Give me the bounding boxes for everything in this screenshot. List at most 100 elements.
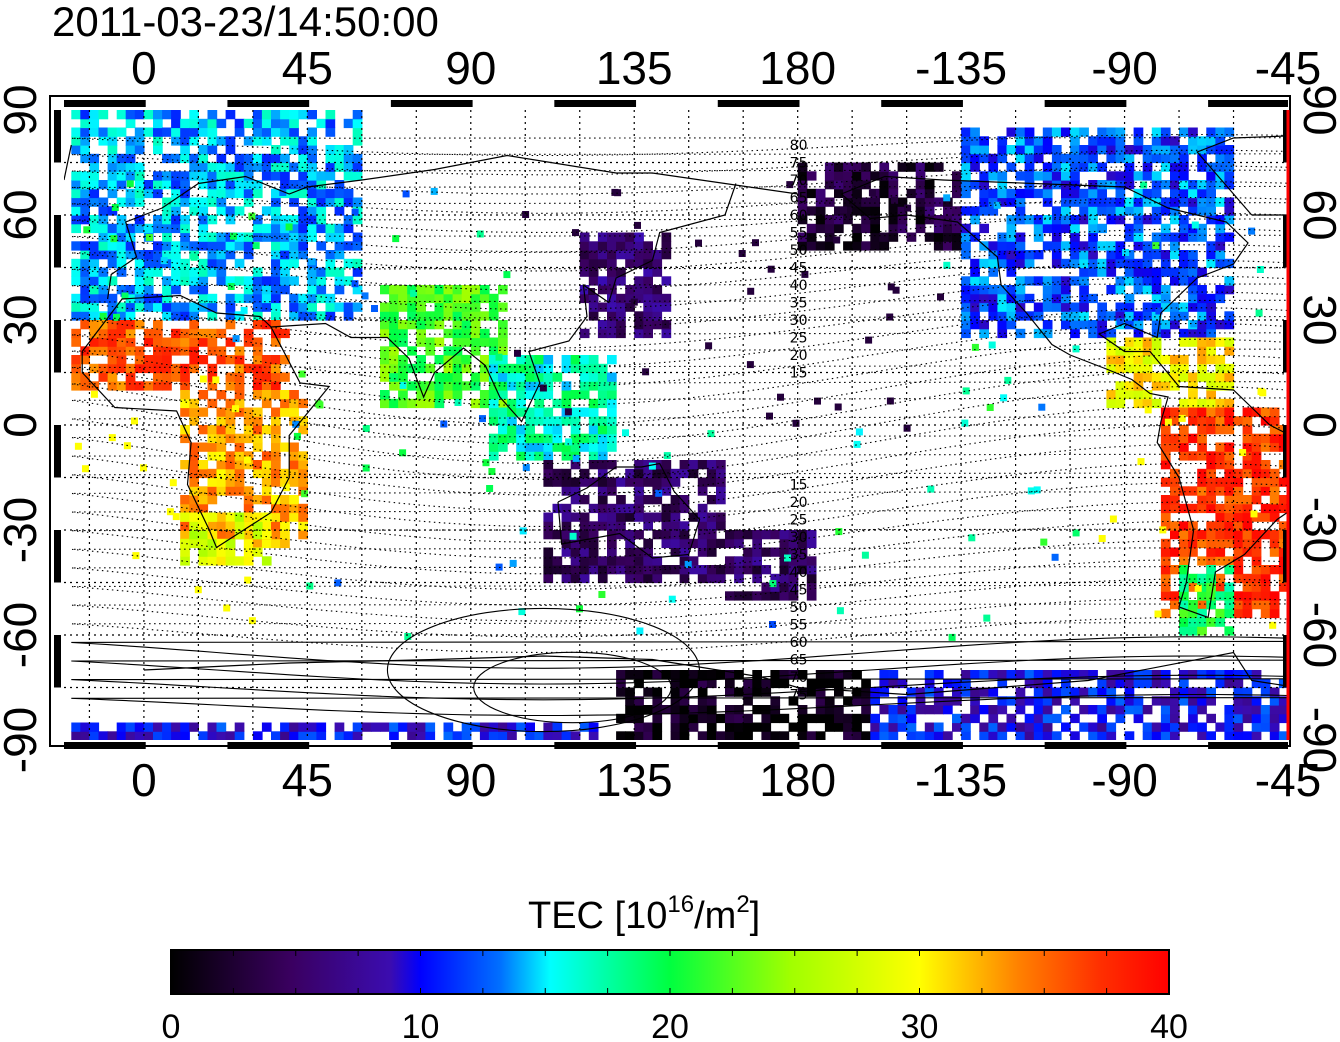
- tec-pixel: [1278, 705, 1288, 715]
- tec-pixel: [498, 416, 508, 426]
- tec-pixel: [706, 460, 717, 470]
- tec-pixel: [734, 556, 744, 566]
- tec-pixel: [588, 288, 596, 295]
- tec-pixel: [906, 705, 917, 715]
- tec-pixel: [797, 215, 808, 225]
- tec-pixel: [607, 276, 617, 286]
- tec-pixel: [416, 398, 426, 409]
- frame-bar-bottom: [64, 742, 146, 749]
- tec-pixel: [970, 696, 980, 706]
- tec-pixel: [316, 171, 327, 181]
- tec-pixel: [425, 337, 436, 347]
- tec-pixel: [1151, 153, 1162, 164]
- tec-pixel: [89, 250, 100, 260]
- tec-pixel: [643, 556, 653, 566]
- tec-pixel: [1133, 696, 1144, 706]
- tec-pixel: [398, 355, 408, 365]
- tec-pixel: [389, 355, 399, 365]
- tec-pixel: [107, 258, 118, 269]
- tec-pixel: [107, 145, 118, 155]
- tec-pixel: [1072, 345, 1080, 353]
- tec-pixel: [1224, 591, 1235, 601]
- tec-pixel: [970, 302, 980, 312]
- tec-pixel: [216, 346, 227, 356]
- tec-pixel: [1206, 293, 1216, 304]
- tec-pixel: [961, 171, 971, 181]
- tec-pixel: [153, 145, 163, 155]
- tec-pixel: [452, 346, 463, 356]
- tec-pixel: [1188, 127, 1198, 137]
- tec-pixel: [243, 363, 254, 374]
- tec-pixel: [1206, 337, 1216, 347]
- tec-pixel: [280, 477, 290, 487]
- tec-pixel: [1151, 293, 1162, 304]
- tec-pixel: [561, 565, 572, 575]
- tec-pixel: [652, 302, 663, 312]
- tec-pixel: [461, 320, 472, 330]
- tec-pixel: [252, 433, 263, 444]
- tec-pixel: [1051, 696, 1062, 706]
- tec-pixel: [107, 171, 118, 181]
- tec-pixel: [752, 556, 762, 566]
- tec-pixel: [970, 136, 980, 146]
- tec-pixel: [897, 705, 908, 715]
- tec-pixel: [132, 552, 140, 560]
- tec-pixel: [116, 258, 127, 269]
- tec-pixel: [1206, 416, 1216, 426]
- tec-pixel: [343, 258, 354, 269]
- tec-pixel: [307, 180, 317, 190]
- tec-pixel: [543, 407, 554, 417]
- tec-pixel: [1197, 626, 1207, 636]
- tec-pixel: [225, 337, 236, 347]
- tec-pixel: [1106, 180, 1117, 190]
- tec-pixel: [1206, 250, 1216, 260]
- tec-pixel: [280, 180, 290, 190]
- tec-pixel: [1151, 731, 1162, 740]
- tec-pixel: [625, 512, 635, 522]
- tec-pixel: [343, 162, 354, 172]
- tec-pixel: [616, 670, 626, 680]
- tec-pixel: [153, 722, 163, 732]
- tec-pixel: [430, 187, 438, 195]
- tec-pixel: [561, 416, 572, 426]
- tec-pixel: [564, 408, 572, 416]
- tec-pixel: [198, 258, 209, 269]
- tec-pixel: [307, 232, 317, 242]
- tec-pixel: [261, 722, 272, 732]
- tec-pixel: [1142, 722, 1153, 732]
- tec-pixel: [261, 530, 272, 540]
- tec-pixel: [688, 565, 699, 575]
- tec-pixel: [1144, 406, 1152, 414]
- tec-pixel: [1224, 565, 1235, 575]
- tec-pixel: [1215, 337, 1226, 347]
- tec-pixel: [1122, 249, 1130, 256]
- tec-pixel: [1242, 538, 1253, 549]
- tec-pixel: [679, 530, 690, 540]
- tec-pixel: [1224, 713, 1235, 724]
- tec-pixel: [243, 456, 251, 464]
- tec-pixel: [1133, 390, 1144, 400]
- tec-pixel: [770, 573, 781, 584]
- tec-pixel: [498, 355, 508, 365]
- tec-pixel: [225, 547, 236, 557]
- tec-pixel: [189, 722, 199, 732]
- tec-pixel: [207, 486, 218, 496]
- tec-pixel: [522, 211, 530, 218]
- tec-pixel: [252, 468, 263, 479]
- tec-pixel: [280, 153, 290, 164]
- tec-pixel: [670, 670, 681, 680]
- tec-pixel: [887, 283, 895, 291]
- tec-pixel: [1251, 696, 1262, 706]
- tec-pixel: [1160, 722, 1171, 732]
- frame-bar-left: [54, 215, 61, 268]
- tec-pixel: [670, 503, 681, 514]
- tec-pixel: [308, 258, 316, 266]
- tec-pixel: [997, 258, 1008, 269]
- tec-pixel: [579, 372, 590, 382]
- tec-pixel: [861, 705, 871, 715]
- tec-pixel: [298, 110, 308, 120]
- tec-pixel: [607, 390, 617, 400]
- tec-pixel: [225, 302, 236, 312]
- tec-pixel: [525, 433, 535, 444]
- tec-pixel: [111, 204, 119, 211]
